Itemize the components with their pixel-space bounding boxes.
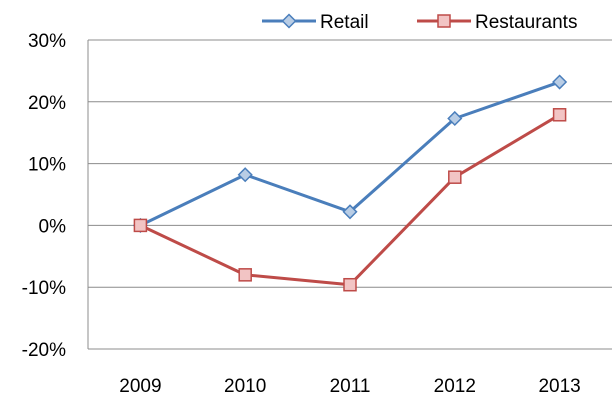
data-point-retail <box>342 204 358 220</box>
series-markers <box>132 74 568 292</box>
x-tick-label: 2013 <box>538 376 580 396</box>
y-tick-label: 10% <box>28 155 66 176</box>
data-point-restaurants <box>343 277 357 292</box>
data-point-retail <box>552 74 568 90</box>
data-point-restaurants <box>448 170 462 184</box>
gridlines <box>87 39 612 350</box>
legend: Retail Restaurants <box>262 12 577 33</box>
series-lines <box>139 80 561 287</box>
legend-item-restaurants: Restaurants <box>417 12 577 33</box>
legend-label: Retail <box>320 12 369 33</box>
y-axis-tick-labels: 30% 20% 10% 0% -10% -20% <box>22 31 66 361</box>
y-tick-label: 20% <box>28 93 66 114</box>
y-tick-label: -20% <box>22 340 66 361</box>
legend-label: Restaurants <box>475 12 577 33</box>
data-point-restaurants <box>552 108 567 122</box>
x-axis-tick-labels: 2009 2010 2011 2012 2013 <box>119 376 580 396</box>
series-line-restaurants <box>139 113 561 287</box>
data-point-retail <box>447 110 463 127</box>
x-tick-label: 2012 <box>434 376 476 396</box>
y-tick-label: 30% <box>28 31 66 52</box>
x-tick-label: 2009 <box>119 376 161 396</box>
y-tick-label: -10% <box>22 278 66 299</box>
x-tick-label: 2010 <box>224 376 266 396</box>
data-point-retail <box>237 167 253 183</box>
legend-marker <box>281 13 297 29</box>
x-tick-label: 2011 <box>330 376 371 396</box>
data-point-restaurants <box>133 218 148 233</box>
y-tick-label: 0% <box>39 216 67 237</box>
legend-marker <box>437 14 451 28</box>
legend-item-retail: Retail <box>262 12 369 33</box>
data-point-restaurants <box>238 268 252 282</box>
